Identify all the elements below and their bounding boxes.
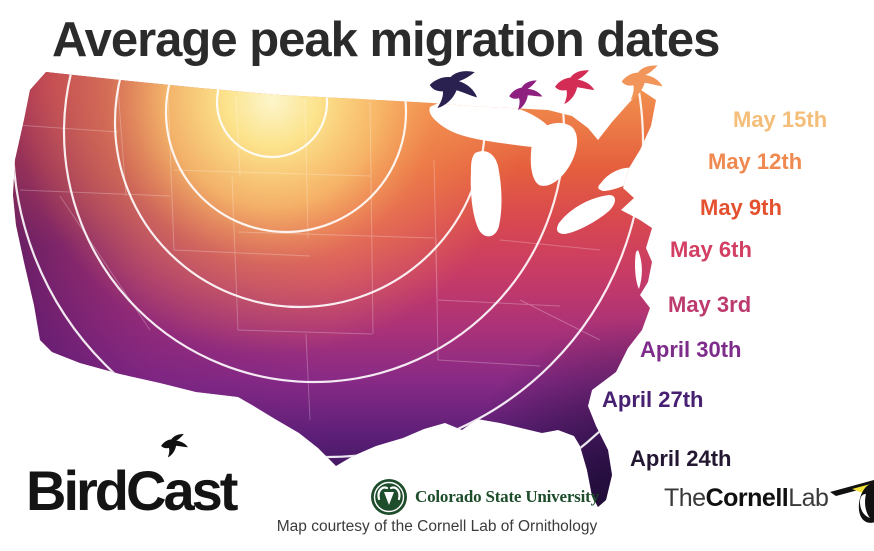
date-label-april-24: April 24th	[630, 446, 732, 471]
lake-huron	[530, 122, 578, 186]
csu-logo-text: Colorado State University	[415, 487, 599, 506]
date-label-april-27: April 27th	[602, 387, 704, 412]
date-label-may-9: May 9th	[700, 195, 782, 220]
great-lakes	[429, 98, 642, 289]
state-borders	[15, 87, 601, 421]
date-label-april-30: April 30th	[640, 337, 742, 362]
bird-crimson-icon	[554, 69, 596, 105]
date-label-may-6: May 6th	[670, 237, 752, 262]
cornell-logo-lab: Lab	[788, 484, 829, 512]
birdcast-logo: BirdCast	[26, 459, 238, 522]
cornell-logo-cornell: Cornell	[705, 484, 789, 512]
lake-erie	[557, 195, 615, 234]
bird-purple-icon	[507, 79, 544, 112]
birdcast-logo-bird-icon	[160, 433, 189, 459]
cornell-sapsucker-icon	[830, 480, 874, 523]
date-label-may-3: May 3rd	[668, 292, 752, 317]
chesapeake-bay	[635, 250, 642, 289]
lake-superior	[429, 98, 556, 147]
cornell-lab-logo: TheCornellLab	[664, 480, 874, 528]
date-label-may-15: May 15th	[733, 107, 828, 132]
map-credit-caption: Map courtesy of the Cornell Lab of Ornit…	[276, 518, 598, 535]
date-label-may-12: May 12th	[708, 149, 803, 174]
csu-logo: Colorado State University	[370, 478, 599, 516]
page-title: Average peak migration dates	[52, 13, 720, 67]
lake-michigan	[470, 151, 502, 237]
csu-ram-emblem-icon	[371, 479, 407, 515]
cornell-logo-the: The	[664, 484, 706, 512]
cornell-lab-logo-text: TheCornellLab	[664, 484, 829, 513]
